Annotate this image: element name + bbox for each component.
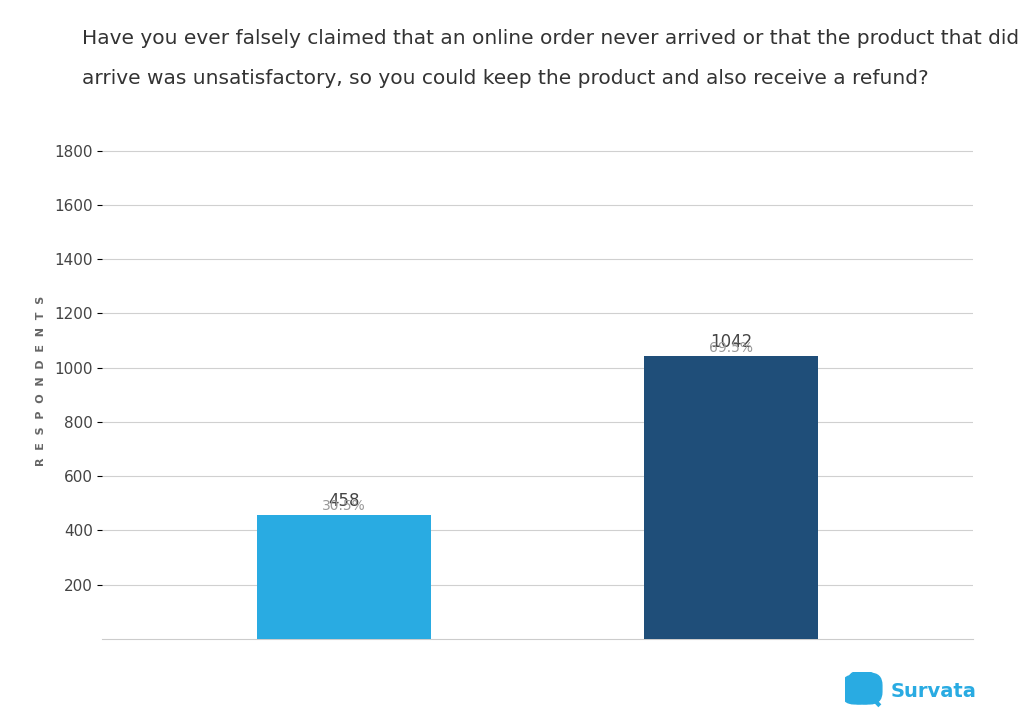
Text: 458: 458 xyxy=(329,492,359,510)
Bar xyxy=(644,356,818,639)
FancyBboxPatch shape xyxy=(842,675,870,704)
Text: 69.5%: 69.5% xyxy=(709,340,753,355)
FancyBboxPatch shape xyxy=(854,673,882,704)
Text: Have you ever falsely claimed that an online order never arrived or that the pro: Have you ever falsely claimed that an on… xyxy=(82,29,1019,48)
Text: Survata: Survata xyxy=(891,682,977,701)
Circle shape xyxy=(854,679,872,696)
Text: 1042: 1042 xyxy=(710,333,753,351)
Text: R  E  S  P  O  N  D  E  N  T  S: R E S P O N D E N T S xyxy=(37,296,46,466)
Bar xyxy=(257,515,431,639)
FancyBboxPatch shape xyxy=(848,671,877,704)
Text: arrive was unsatisfactory, so you could keep the product and also receive a refu: arrive was unsatisfactory, so you could … xyxy=(82,69,929,88)
Circle shape xyxy=(850,674,877,701)
Text: 30.5%: 30.5% xyxy=(323,499,366,513)
